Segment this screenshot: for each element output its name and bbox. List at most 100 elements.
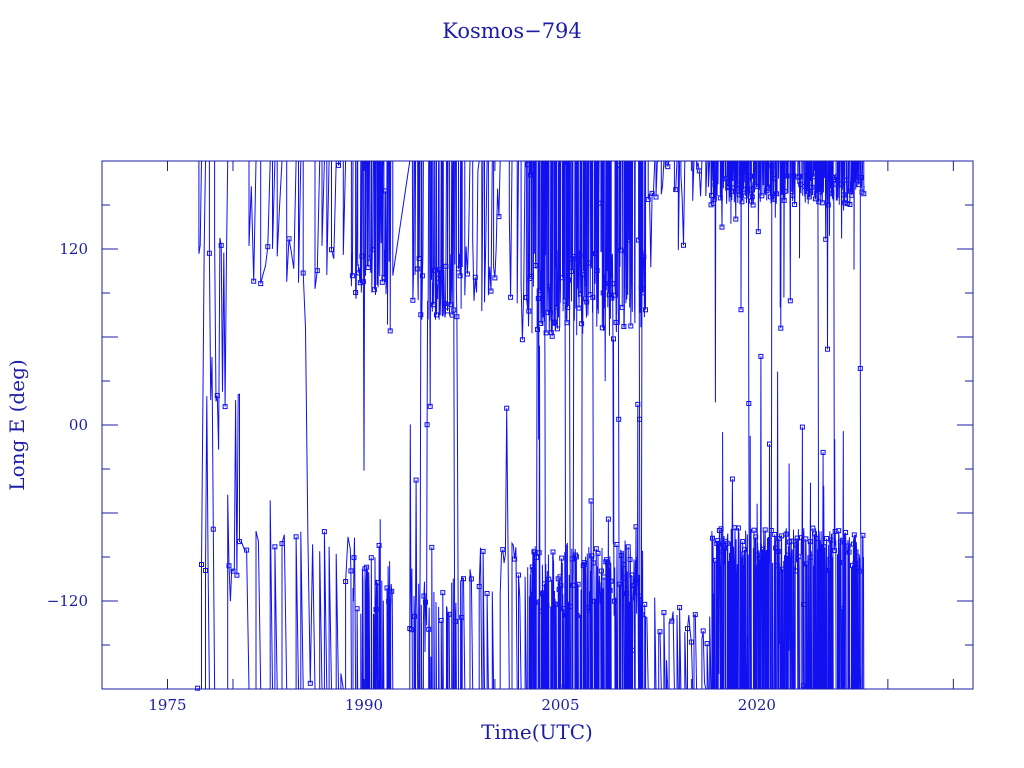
data-point [665, 164, 671, 170]
data-point [195, 685, 201, 691]
data-point [645, 197, 651, 202]
data-point [857, 366, 863, 371]
data-point [781, 197, 787, 203]
data-point [500, 547, 506, 553]
data-point [226, 563, 232, 569]
data-point [606, 292, 612, 298]
data-point [237, 539, 242, 545]
data-point [806, 194, 812, 200]
data-point [803, 536, 809, 542]
data-point [609, 295, 615, 301]
data-point [618, 553, 624, 558]
data-point [547, 284, 553, 290]
data-point [448, 302, 454, 308]
data-point [835, 177, 841, 183]
data-point [577, 252, 583, 258]
data-point [653, 194, 659, 200]
data-point [743, 637, 749, 643]
data-point [622, 575, 628, 581]
data-point [549, 333, 555, 339]
data-point [446, 611, 452, 617]
x-axis: 1975 1990 2005 2020 [148, 161, 954, 714]
data-point [516, 572, 521, 578]
x-axis-label: Time(UTC) [481, 720, 593, 744]
data-point [614, 542, 620, 547]
data-point [623, 248, 629, 254]
data-point [787, 298, 793, 304]
data-point [838, 181, 844, 187]
data-point [851, 532, 857, 538]
data-point [598, 590, 604, 596]
data-point [766, 186, 772, 192]
data-point [429, 544, 435, 550]
data-point [440, 590, 446, 596]
data-point [840, 537, 846, 543]
data-point [441, 301, 447, 307]
data-point [356, 270, 362, 276]
data-point [423, 599, 428, 605]
data-point [574, 613, 580, 619]
data-point [642, 601, 648, 607]
data-point [560, 275, 565, 281]
data-point [594, 268, 600, 273]
data-point [279, 541, 285, 547]
data-point [712, 182, 718, 188]
data-point [604, 557, 610, 563]
data-point [785, 552, 791, 558]
data-point [607, 587, 613, 593]
data-point [793, 568, 798, 574]
data-point [775, 549, 781, 554]
data-point [375, 580, 381, 586]
data-point [635, 401, 641, 407]
data-point [258, 281, 264, 287]
data-point [769, 163, 775, 169]
data-point [389, 588, 395, 594]
data-point [828, 537, 834, 543]
data-point [480, 548, 486, 554]
data-point [730, 654, 736, 660]
data-point [815, 180, 821, 186]
data-point [827, 556, 833, 562]
data-point [384, 585, 390, 591]
data-point [611, 336, 616, 342]
y-tick-label: −120 [47, 592, 88, 610]
data-point [560, 606, 566, 612]
data-point [633, 524, 639, 530]
data-point [804, 561, 810, 567]
data-point [336, 162, 341, 168]
data-point [552, 319, 558, 325]
data-point [540, 591, 546, 597]
data-point [598, 568, 604, 574]
data-point [543, 330, 549, 336]
data-point [367, 255, 373, 261]
data-point [412, 613, 417, 619]
data-point [445, 308, 450, 314]
data-point [613, 319, 619, 325]
data-point [557, 574, 563, 580]
data-point [621, 324, 627, 329]
data-point [206, 250, 212, 256]
data-point [734, 568, 740, 574]
data-point [244, 547, 250, 553]
data-point [740, 539, 746, 544]
data-point [736, 192, 742, 198]
data-point [602, 281, 608, 286]
data-point [669, 618, 675, 624]
data-point [583, 296, 589, 302]
data-point [575, 581, 581, 587]
y-tick-label: 120 [59, 240, 88, 258]
data-point [541, 581, 547, 587]
data-point [563, 612, 569, 618]
x-tick-label: 1975 [148, 696, 186, 714]
data-point [286, 236, 292, 242]
data-point [525, 162, 531, 168]
data-point [496, 214, 502, 220]
data-point [519, 337, 525, 343]
data-point [643, 307, 648, 313]
data-point [850, 541, 856, 547]
data-point [723, 176, 729, 182]
data-point [454, 314, 460, 320]
data-point [504, 405, 510, 411]
data-point [797, 173, 803, 179]
